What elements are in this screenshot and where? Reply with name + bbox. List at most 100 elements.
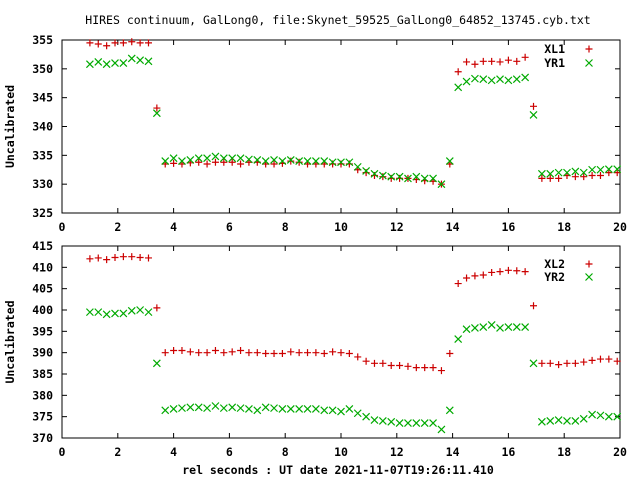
- y-tick-label: 345: [32, 91, 53, 105]
- data-point-xl2: [538, 359, 546, 367]
- y-tick-label: 405: [32, 282, 53, 296]
- data-point-xl2: [571, 359, 579, 367]
- data-point-yr1: [286, 156, 295, 164]
- data-point-xl2: [412, 364, 420, 372]
- y-tick-label: 375: [32, 410, 53, 424]
- data-point-xl1: [596, 172, 604, 180]
- x-tick-label: 6: [226, 445, 233, 459]
- data-point-yr1: [203, 154, 212, 163]
- data-point-yr2: [194, 403, 203, 412]
- data-point-yr1: [496, 75, 504, 84]
- data-point-yr2: [496, 323, 504, 332]
- data-point-xl1: [504, 56, 512, 64]
- data-point-yr2: [161, 406, 170, 415]
- data-point-xl1: [588, 172, 596, 180]
- data-point-yr2: [320, 406, 329, 415]
- data-point-xl2: [144, 254, 152, 262]
- data-point-yr2: [529, 359, 538, 368]
- data-point-yr2: [412, 419, 421, 427]
- data-point-xl2: [370, 359, 378, 367]
- data-point-yr2: [554, 416, 563, 425]
- data-point-yr1: [127, 54, 136, 63]
- legend-label: XL1: [544, 42, 565, 56]
- data-point-yr2: [186, 403, 195, 412]
- data-point-yr2: [613, 412, 622, 421]
- data-point-xl2: [186, 348, 194, 356]
- data-point-xl2: [563, 359, 571, 367]
- data-point-yr2: [596, 411, 605, 420]
- data-point-yr1: [563, 168, 571, 177]
- data-point-yr1: [387, 172, 396, 181]
- data-point-yr1: [194, 154, 203, 163]
- x-tick-label: 8: [282, 445, 289, 459]
- data-point-yr2: [119, 309, 128, 318]
- data-point-yr1: [261, 157, 270, 166]
- legend-marker: [585, 273, 593, 281]
- data-point-xl1: [203, 160, 211, 168]
- data-point-yr2: [85, 308, 94, 317]
- data-point-xl1: [111, 39, 119, 47]
- data-point-yr2: [604, 412, 613, 421]
- data-point-xl2: [580, 358, 588, 366]
- data-point-yr2: [588, 410, 597, 419]
- data-point-yr1: [554, 168, 563, 177]
- data-point-yr1: [178, 157, 186, 166]
- x-tick-label: 4: [170, 220, 177, 234]
- data-point-xl2: [613, 357, 621, 365]
- data-point-yr2: [429, 419, 437, 427]
- legend-label: YR1: [544, 56, 565, 70]
- data-point-yr2: [404, 419, 412, 427]
- data-point-xl2: [379, 359, 387, 367]
- data-point-xl2: [287, 348, 295, 356]
- y-tick-label: 340: [32, 120, 53, 134]
- data-point-yr2: [479, 323, 488, 331]
- data-point-yr1: [588, 165, 597, 174]
- data-point-xl1: [488, 57, 496, 65]
- data-point-xl2: [253, 349, 261, 357]
- data-point-xl1: [220, 158, 228, 166]
- data-point-xl2: [128, 253, 136, 261]
- data-point-yr1: [161, 157, 170, 166]
- data-point-xl2: [304, 349, 312, 357]
- data-point-xl1: [211, 158, 219, 166]
- data-point-yr2: [504, 323, 513, 331]
- data-point-yr2: [362, 412, 371, 421]
- data-point-xl2: [354, 353, 362, 361]
- data-point-xl1: [580, 173, 588, 181]
- top-panel: 0 2 4 6 8 10 12 14 16 18 20 325 330 335 340 345 350 355 Un…: [3, 33, 627, 234]
- data-point-yr1: [245, 155, 253, 164]
- data-point-xl1: [513, 57, 521, 65]
- data-point-yr1: [571, 167, 580, 176]
- data-point-yr2: [395, 419, 404, 427]
- data-point-yr1: [404, 174, 412, 183]
- data-point-xl2: [153, 304, 161, 312]
- x-tick-label: 14: [446, 220, 460, 234]
- data-point-xl2: [437, 367, 445, 375]
- legend-marker: [585, 59, 593, 67]
- data-point-xl2: [345, 350, 353, 358]
- y-tick-label: 400: [32, 303, 53, 317]
- data-point-xl2: [220, 349, 228, 357]
- data-point-xl1: [454, 68, 462, 76]
- data-point-xl2: [513, 267, 521, 275]
- data-point-yr2: [261, 403, 270, 412]
- data-point-xl2: [86, 255, 94, 263]
- data-point-xl1: [237, 160, 245, 168]
- data-point-yr1: [429, 174, 437, 183]
- data-point-xl1: [379, 173, 387, 181]
- data-point-xl2: [555, 361, 563, 369]
- data-point-xl2: [245, 349, 253, 357]
- y-axis-label: Uncalibrated: [3, 300, 17, 383]
- data-point-xl1: [287, 157, 295, 165]
- legend-label: XL2: [544, 257, 565, 271]
- data-point-xl2: [488, 268, 496, 276]
- legend-marker: [585, 260, 593, 268]
- data-point-yr2: [470, 323, 479, 332]
- data-point-xl1: [270, 160, 278, 168]
- data-point-yr1: [228, 154, 237, 163]
- data-point-xl1: [479, 57, 487, 65]
- data-point-yr1: [537, 169, 546, 178]
- data-point-xl2: [262, 350, 270, 358]
- data-point-xl2: [546, 359, 554, 367]
- data-point-xl2: [530, 302, 538, 310]
